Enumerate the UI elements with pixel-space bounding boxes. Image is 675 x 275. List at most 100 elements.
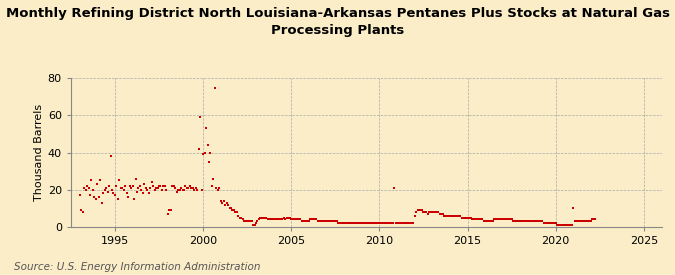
- Point: [374, 221, 385, 226]
- Point: [504, 217, 514, 222]
- Point: [393, 221, 404, 226]
- Point: [325, 219, 336, 224]
- Point: [132, 189, 142, 194]
- Point: [279, 215, 290, 220]
- Point: [358, 221, 369, 226]
- Point: [427, 210, 437, 214]
- Point: [232, 210, 242, 214]
- Point: [443, 213, 454, 218]
- Point: [143, 191, 154, 196]
- Point: [379, 221, 389, 226]
- Point: [509, 219, 520, 224]
- Point: [145, 186, 156, 190]
- Point: [176, 186, 186, 190]
- Point: [113, 197, 124, 201]
- Point: [558, 223, 568, 227]
- Point: [484, 219, 495, 224]
- Point: [196, 188, 207, 192]
- Point: [533, 219, 543, 224]
- Point: [489, 217, 500, 222]
- Point: [531, 219, 542, 224]
- Point: [448, 213, 458, 218]
- Point: [449, 213, 460, 218]
- Point: [324, 219, 335, 224]
- Point: [359, 221, 370, 226]
- Point: [590, 217, 601, 222]
- Point: [346, 221, 357, 226]
- Point: [280, 217, 291, 222]
- Point: [462, 215, 473, 220]
- Point: [339, 221, 350, 226]
- Point: [551, 223, 562, 227]
- Point: [138, 191, 148, 196]
- Point: [76, 208, 86, 212]
- Point: [90, 197, 101, 201]
- Point: [486, 219, 497, 224]
- Point: [508, 219, 518, 224]
- Point: [159, 184, 170, 188]
- Point: [171, 189, 182, 194]
- Point: [229, 208, 240, 212]
- Point: [583, 219, 593, 224]
- Point: [480, 219, 491, 224]
- Point: [261, 215, 271, 220]
- Point: [343, 221, 354, 226]
- Point: [364, 221, 375, 226]
- Point: [250, 221, 261, 226]
- Point: [189, 188, 200, 192]
- Point: [522, 219, 533, 224]
- Point: [225, 206, 236, 211]
- Point: [306, 217, 317, 222]
- Point: [154, 184, 165, 188]
- Point: [239, 219, 250, 224]
- Point: [77, 210, 88, 214]
- Point: [584, 219, 595, 224]
- Point: [161, 188, 171, 192]
- Point: [240, 219, 251, 224]
- Point: [299, 219, 310, 224]
- Point: [561, 223, 572, 227]
- Point: [117, 186, 128, 190]
- Point: [198, 152, 209, 157]
- Point: [387, 221, 398, 226]
- Point: [320, 219, 331, 224]
- Point: [454, 213, 464, 218]
- Point: [381, 221, 392, 226]
- Point: [127, 184, 138, 188]
- Point: [345, 221, 356, 226]
- Point: [474, 217, 485, 222]
- Point: [286, 217, 296, 222]
- Point: [446, 213, 457, 218]
- Point: [404, 221, 414, 226]
- Point: [204, 160, 215, 164]
- Point: [302, 219, 313, 224]
- Point: [157, 188, 167, 192]
- Point: [74, 193, 85, 197]
- Point: [107, 188, 117, 192]
- Point: [179, 188, 190, 192]
- Point: [521, 219, 532, 224]
- Point: [330, 219, 341, 224]
- Point: [254, 217, 265, 222]
- Point: [423, 212, 433, 216]
- Point: [292, 217, 302, 222]
- Point: [450, 213, 461, 218]
- Point: [564, 223, 574, 227]
- Point: [496, 217, 507, 222]
- Point: [114, 178, 125, 183]
- Point: [140, 186, 151, 190]
- Point: [412, 208, 423, 212]
- Point: [331, 219, 342, 224]
- Point: [520, 219, 531, 224]
- Point: [265, 217, 276, 222]
- Point: [92, 182, 103, 186]
- Point: [499, 217, 510, 222]
- Point: [348, 221, 358, 226]
- Point: [230, 210, 241, 214]
- Point: [518, 219, 529, 224]
- Point: [408, 221, 418, 226]
- Point: [205, 150, 216, 155]
- Point: [433, 210, 443, 214]
- Point: [356, 221, 367, 226]
- Point: [220, 202, 231, 207]
